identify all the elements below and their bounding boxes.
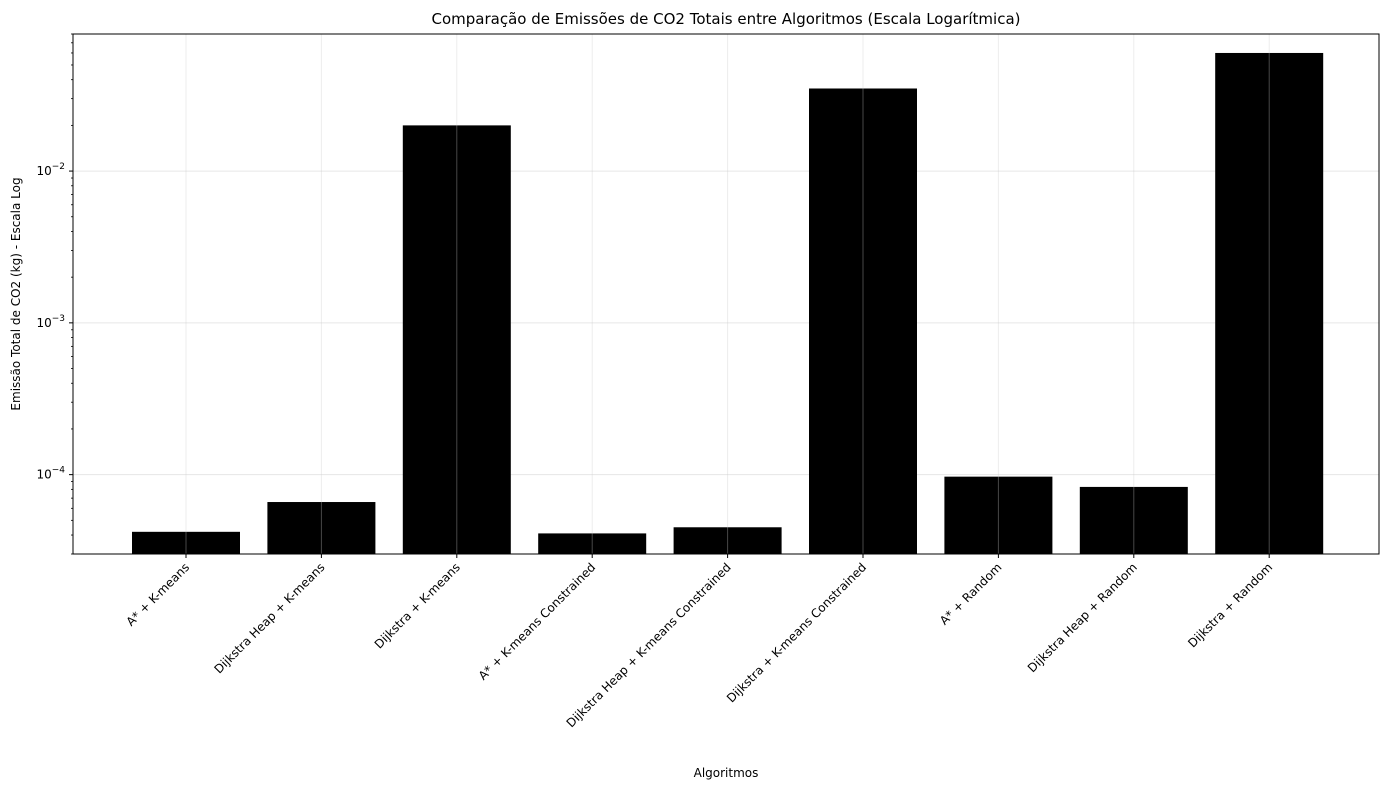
- x-tick-label: Dijkstra Heap + K-means: [211, 560, 327, 676]
- bar: [402, 125, 511, 554]
- x-tick-label: Dijkstra + K-means: [372, 560, 463, 651]
- x-axis-label: Algoritmos: [694, 766, 759, 780]
- bar: [538, 533, 647, 554]
- y-tick-label: 10−2: [36, 162, 65, 178]
- bar: [1215, 52, 1324, 554]
- y-axis-label: Emissão Total de CO2 (kg) - Escala Log: [9, 177, 23, 410]
- x-tick-label: Dijkstra + Random: [1185, 560, 1275, 650]
- bar: [944, 476, 1053, 554]
- y-axis: 10−4 10−3 10−2: [36, 33, 73, 555]
- x-tick-label: A* + K-means: [123, 560, 192, 629]
- x-tick-label: A* + Random: [937, 560, 1005, 628]
- bars: [132, 52, 1324, 554]
- bar: [673, 527, 782, 554]
- x-tick-label: Dijkstra + K-means Constrained: [724, 560, 869, 705]
- plot-area-frame: [72, 33, 1380, 555]
- bar: [809, 88, 917, 554]
- y-tick-label: 10−3: [36, 314, 65, 330]
- vertical-grid-lines: [185, 34, 1270, 554]
- chart-title: Comparação de Emissões de CO2 Totais ent…: [432, 10, 1021, 28]
- bar: [132, 531, 240, 554]
- x-tick-label: A* + K-means Constrained: [476, 560, 599, 683]
- x-tick-label: Dijkstra Heap + K-means Constrained: [564, 560, 734, 730]
- grid-lines: [73, 170, 1379, 476]
- x-tick-label: Dijkstra Heap + Random: [1025, 560, 1140, 675]
- y-tick-label: 10−4: [36, 466, 65, 482]
- x-axis: A* + K-means Dijkstra Heap + K-means Dijks…: [123, 554, 1275, 730]
- bar: [1079, 486, 1188, 554]
- bar: [267, 502, 376, 554]
